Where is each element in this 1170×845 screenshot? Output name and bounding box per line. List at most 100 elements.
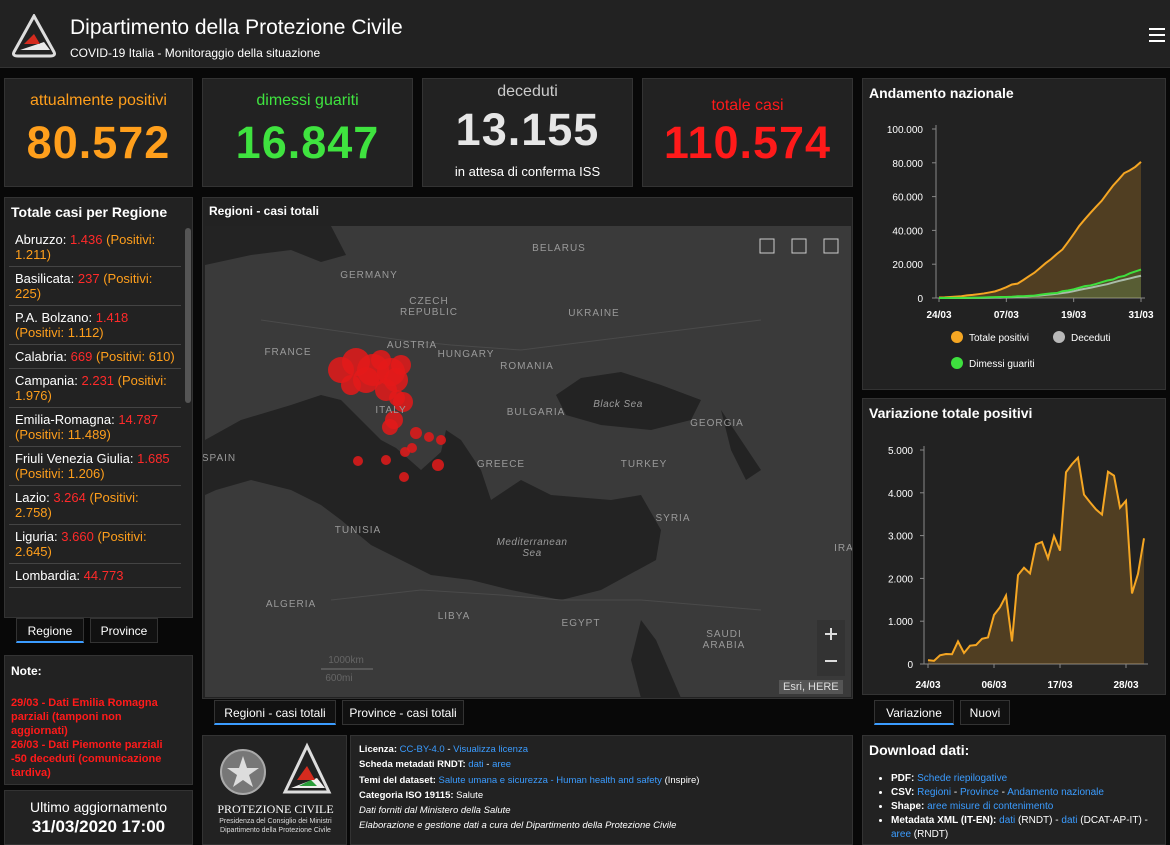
link[interactable]: Province	[959, 787, 999, 798]
map-label: UKRAINE	[568, 308, 620, 319]
case-bubble	[424, 432, 434, 442]
tab[interactable]: Regioni - casi totali	[214, 700, 336, 725]
counter-note: in attesa di conferma ISS	[454, 164, 601, 179]
region-total: 3.264	[53, 490, 86, 505]
case-bubble	[407, 443, 417, 453]
download-item: Shape: aree misure di contenimento	[891, 800, 1153, 814]
region-total: 237	[77, 271, 100, 286]
map-tool[interactable]	[823, 238, 839, 254]
update-date: 31/03/2020 17:00	[31, 817, 166, 836]
map-label: TURKEY	[620, 459, 668, 470]
map-label: HUNGARY	[437, 349, 495, 360]
link[interactable]: CC-BY-4.0	[399, 744, 445, 755]
region-name: Lazio:	[15, 490, 50, 505]
y-tick-label: 100.000	[887, 125, 924, 136]
case-bubble	[436, 435, 446, 445]
region-total: 44.773	[83, 568, 124, 583]
header: Dipartimento della Protezione Civile COV…	[0, 0, 1170, 68]
text: Dati forniti dal Ministero della Salute	[359, 805, 511, 817]
region-item: P.A. Bolzano: 1.418 (Positivi: 1.112)	[9, 306, 181, 345]
counter-value: 110.574	[663, 117, 832, 168]
link[interactable]: aree	[891, 829, 912, 840]
counter-value: 16.847	[235, 117, 380, 168]
attribution: Esri, HERE	[779, 680, 843, 694]
scale-label: 1000km	[328, 655, 364, 666]
map-label: IRA	[834, 543, 853, 554]
chart-title: Andamento nazionale	[869, 85, 1014, 101]
case-bubble	[382, 419, 398, 435]
panel-title: Totale casi per Regione	[11, 204, 168, 220]
region-name: Liguria:	[15, 529, 58, 544]
region-name: P.A. Bolzano:	[15, 310, 93, 325]
region-positivi: (Positivi: 1.976)	[15, 373, 167, 403]
panel-title: Download dati:	[869, 742, 970, 758]
tab[interactable]: Regione	[16, 618, 84, 643]
region-total: 1.418	[95, 310, 129, 325]
tab[interactable]: Province	[90, 618, 158, 643]
y-tick-label: 0	[907, 660, 913, 671]
tab[interactable]: Nuovi	[960, 700, 1010, 725]
text: -	[444, 744, 454, 755]
series-line	[938, 161, 1142, 299]
license-line: Elaborazione e gestione dati a cura del …	[359, 818, 844, 833]
link[interactable]: aree	[492, 759, 512, 771]
sea	[205, 395, 661, 600]
logo-panel: PROTEZIONE CIVILE Presidenza del Consigl…	[202, 735, 347, 845]
link[interactable]: Andamento nazionale	[1007, 787, 1104, 798]
region-item: Calabria: 669 (Positivi: 610)	[9, 345, 181, 369]
text: (RNDT) -	[1015, 815, 1062, 826]
text: Metadata XML (IT-EN):	[891, 815, 1000, 826]
link[interactable]: dati	[1061, 815, 1078, 826]
link[interactable]: dati	[468, 759, 484, 771]
license-panel: Licenza: CC-BY-4.0 - Visualizza licenza S…	[350, 735, 853, 845]
logo-emblems	[220, 742, 332, 795]
text: (RNDT)	[911, 829, 949, 840]
notes-title: Note:	[11, 664, 42, 678]
case-bubble	[341, 375, 361, 395]
map[interactable]	[205, 226, 851, 697]
map-label: Mediterranean Sea	[496, 537, 568, 559]
y-tick-label: 0	[917, 294, 923, 305]
link[interactable]: Schede riepilogative	[917, 773, 1008, 784]
map-label: ROMANIA	[500, 361, 554, 372]
region-list: Abruzzo: 1.436 (Positivi: 1.211) Basilica…	[9, 228, 181, 588]
region-name: Friuli Venezia Giulia:	[15, 451, 134, 466]
map-label: ALGERIA	[265, 599, 317, 610]
menu-button[interactable]	[1148, 26, 1166, 44]
text: Categoria ISO 19115:	[359, 789, 457, 801]
legend-swatch	[1053, 331, 1065, 343]
region-positivi: (Positivi: 11.489)	[15, 427, 111, 442]
counter-value: 13.155	[455, 104, 600, 155]
scrollbar[interactable]	[185, 228, 191, 403]
region-name: Basilicata:	[15, 271, 75, 286]
link[interactable]: Salute umana e sicurezza - Human health …	[438, 774, 662, 786]
case-bubble	[391, 355, 411, 375]
x-tick-label: 24/03	[926, 310, 951, 321]
case-bubble	[353, 456, 363, 466]
map-tool[interactable]	[759, 238, 775, 254]
map-tool[interactable]	[791, 238, 807, 254]
legend-label: Totale positivi	[969, 333, 1029, 344]
license-line: Licenza: CC-BY-4.0 - Visualizza licenza	[359, 742, 844, 757]
case-bubble	[389, 390, 405, 406]
y-tick-label: 40.000	[892, 226, 923, 237]
link[interactable]: Regioni	[917, 787, 952, 798]
license-line: Scheda metadati RNDT: dati - aree	[359, 757, 844, 772]
y-tick-label: 20.000	[892, 260, 923, 271]
link[interactable]: aree misure di contenimento	[927, 801, 1054, 812]
link[interactable]: dati	[999, 815, 1016, 826]
download-panel: Download dati: PDF: Schede riepilogative…	[862, 735, 1166, 845]
sea	[556, 372, 701, 430]
counter-label: deceduti	[497, 83, 558, 100]
region-item: Lazio: 3.264 (Positivi: 2.758)	[9, 486, 181, 525]
link[interactable]: Visualizza licenza	[453, 744, 528, 755]
map-label: GREECE	[476, 459, 526, 470]
panel-title: Regioni - casi totali	[209, 204, 320, 218]
map-label: GEORGIA	[690, 418, 744, 429]
tab[interactable]: Province - casi totali	[342, 700, 464, 725]
update-label: Ultimo aggiornamento	[30, 799, 167, 815]
license-line: Dati forniti dal Ministero della Salute	[359, 803, 844, 818]
sea	[205, 226, 346, 265]
tab[interactable]: Variazione	[874, 700, 954, 725]
